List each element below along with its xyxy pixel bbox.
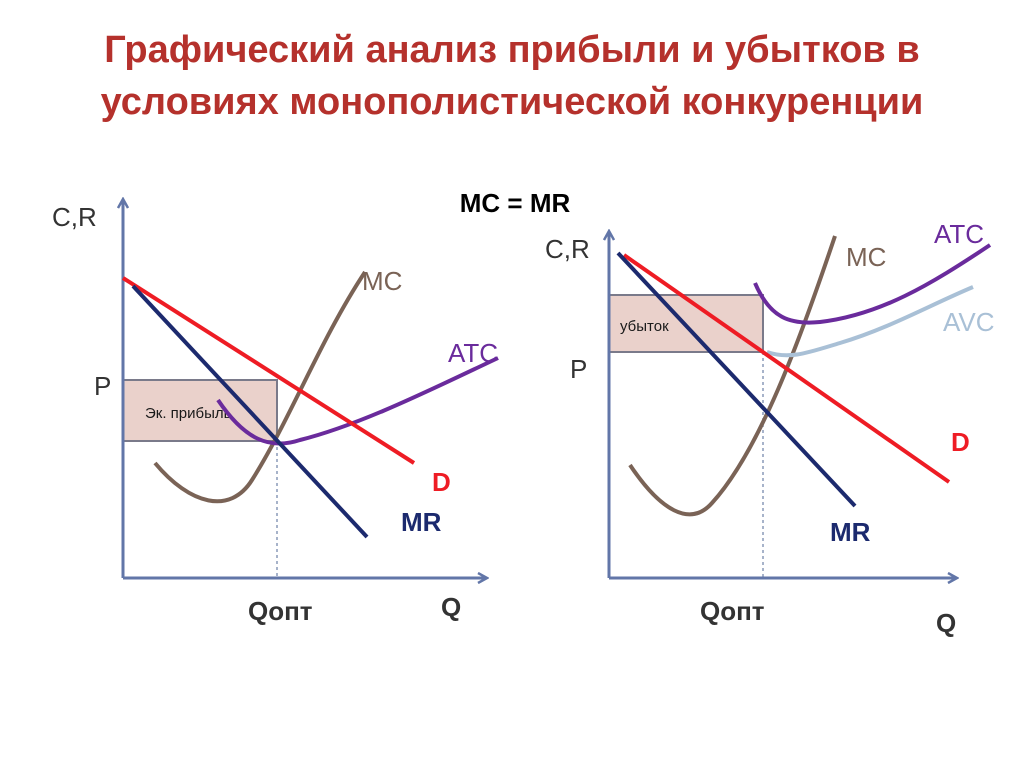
right-x-axis-label: Q	[936, 608, 956, 638]
right-price-label: P	[570, 354, 587, 384]
left-mc-label: MC	[362, 266, 402, 296]
title-line-1: Графический анализ прибыли и убытков в	[104, 29, 920, 71]
left-diagram: Эк. прибыль C,R P Qопт Q MC ATC D MR	[52, 200, 499, 626]
left-atc-curve	[216, 356, 499, 446]
right-atc-label: ATC	[934, 219, 984, 249]
equilibrium-condition: MC = MR	[460, 188, 571, 218]
right-avc-curve	[766, 285, 974, 358]
left-mc-curve	[153, 270, 367, 504]
right-demand-line	[622, 253, 951, 484]
left-price-label: P	[94, 371, 111, 401]
left-atc-label: ATC	[448, 338, 498, 368]
left-mr-line	[131, 284, 369, 539]
right-loss-label: убыток	[620, 318, 669, 335]
right-mr-label: MR	[830, 517, 871, 547]
title-line-2: условиях монополистической конкуренции	[100, 81, 924, 123]
left-demand-label: D	[432, 467, 451, 497]
right-mr-line	[616, 251, 857, 508]
left-x-axis-label: Q	[441, 592, 461, 622]
left-demand-line	[121, 276, 416, 465]
right-qopt-label: Qопт	[700, 596, 765, 626]
right-atc-curve	[753, 243, 992, 325]
left-mr-label: MR	[401, 507, 442, 537]
left-qopt-label: Qопт	[248, 596, 313, 626]
left-profit-label: Эк. прибыль	[145, 405, 232, 422]
right-demand-label: D	[951, 427, 970, 457]
left-y-axis-label: C,R	[52, 202, 97, 232]
right-y-axis-label: C,R	[545, 234, 590, 264]
right-avc-label: AVC	[943, 307, 995, 337]
right-mc-curve	[628, 235, 837, 517]
slide-title: Графический анализ прибыли и убытков в у…	[0, 24, 1024, 128]
right-diagram: убыток C,R P Qопт Q MC ATC AVC D MR	[545, 219, 995, 638]
right-mc-label: MC	[846, 242, 886, 272]
